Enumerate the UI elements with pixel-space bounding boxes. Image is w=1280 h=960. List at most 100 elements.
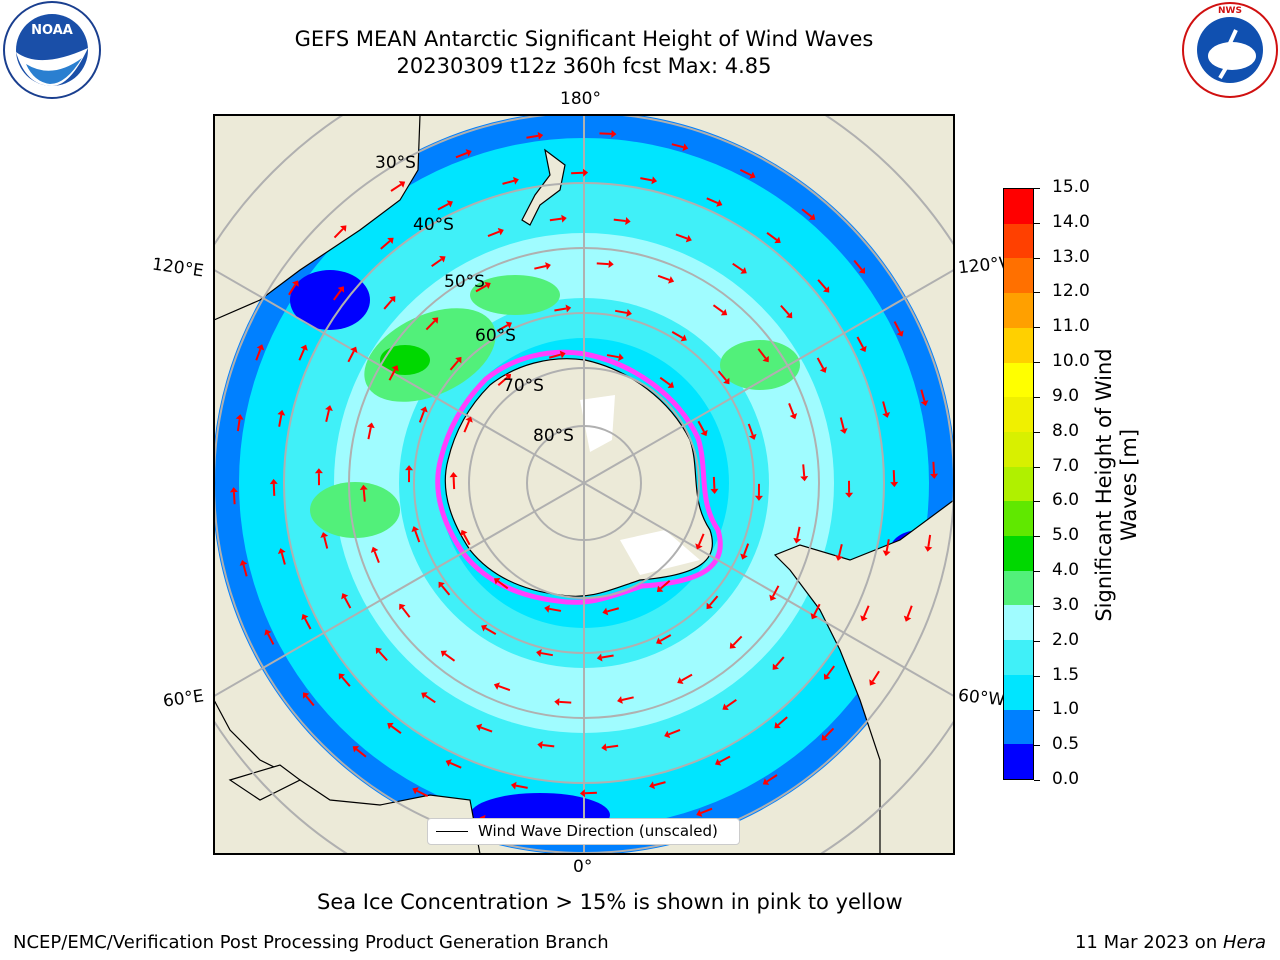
wave-direction-arrow-head [476,723,483,732]
colorbar-segment [1004,640,1033,675]
wave-direction-arrow-head [667,381,675,388]
colorbar-segment [1004,327,1033,363]
wave-direction-arrow-shaft [802,464,806,477]
footer-branch: NCEP/EMC/Verification Post Processing Pr… [13,932,609,953]
wave-direction-arrow-head [421,692,428,699]
wave-direction-arrow-shaft [325,409,330,422]
wave-direction-arrow-head [601,743,607,752]
lat-label-60s: 60°S [475,326,516,346]
wave-direction-arrow-head [375,647,383,655]
wave-direction-arrow-shaft [601,654,614,659]
wave-direction-arrow-head [823,673,831,680]
wave-direction-arrow-shaft [390,183,402,192]
wave-direction-arrow-head [352,746,360,753]
wave-direction-arrow-head [822,286,830,293]
wave-direction-arrow-head [810,613,818,620]
wave-direction-arrow-head [537,741,543,749]
colorbar-tick [1034,362,1040,364]
wave-direction-arrow-shaft [659,634,672,642]
wave-direction-arrow-head [772,663,779,670]
wave-direction-arrow-head [277,548,286,554]
south-america-landmass [773,440,954,854]
wave-direction-arrow-head [493,578,501,585]
wave-direction-arrow-shaft [838,544,843,557]
wave-direction-arrow-shaft [675,233,688,240]
wave-direction-arrow-head [277,409,286,416]
wave-direction-arrow-head [314,468,323,474]
wave-direction-arrow-head [680,334,687,342]
wave-direction-arrow-shaft [697,533,705,546]
wave-direction-arrow-shaft [298,348,306,361]
wave-direction-arrow-shaft [496,324,509,332]
wave-direction-arrow-shaft [697,420,705,433]
colorbar-segment [1004,744,1033,779]
wave-direction-arrow-head [460,529,468,537]
wave-direction-arrow-shaft [671,143,684,149]
wave-direction-arrow-head [446,200,453,208]
colorbar-tick-label: 9.0 [1052,385,1080,406]
colorbar-tick-label: 15.0 [1052,177,1090,197]
wave-direction-arrow-head [677,677,684,685]
wave-direction-arrow-head [366,422,375,429]
colorbar-tick [1034,640,1040,642]
wave-direction-arrow-head [716,199,723,207]
wave-direction-arrow-head [924,546,933,552]
wave-direction-arrow-head [350,346,358,353]
wave-direction-arrow-head [845,492,854,498]
colorbar-tick [1034,257,1040,259]
wave-direction-arrow-head [859,345,867,352]
wave-direction-arrow-head [754,495,763,501]
wave-direction-arrow-head [256,344,265,351]
wave-direction-arrow-shaft [463,420,471,433]
wave-direction-arrow-shaft [813,603,821,616]
wave-direction-arrow-head [710,488,719,494]
ross-ice-shelf [580,395,615,452]
wave-direction-arrow-shaft [596,262,609,266]
colorbar-tick [1034,675,1040,677]
wave-direction-arrow-shaft [526,134,539,139]
wave-direction-arrow-shaft [288,284,297,296]
wave-direction-arrow-head [602,607,609,616]
lon-label-180: 180° [560,89,601,109]
wave-direction-arrow-head [445,759,452,767]
map-subtitle: 20230309 t12z 360h fcst Max: 4.85 [396,54,772,78]
legend-label: Wind Wave Direction (unscaled) [478,822,718,840]
wave-direction-arrow-shaft [431,258,443,267]
wave-direction-arrow-shaft [775,656,785,667]
wave-direction-arrow-head [696,809,703,817]
wave-direction-arrow-head [340,225,347,232]
wave-direction-arrow-shaft [380,240,391,250]
wave-direction-arrow-head [510,781,517,790]
wave-direction-arrow-head [325,405,333,411]
wave-direction-arrow-head [596,653,603,662]
colorbar-segment [1004,466,1033,502]
wave-direction-arrow-head [656,585,664,592]
wave-direction-arrow-head [785,311,793,319]
colorbar-tick-label: 0.5 [1052,734,1080,755]
wave-direction-arrow-shaft [856,336,864,349]
wave-direction-arrow-shaft [739,168,752,177]
colorbar-tick-label: 0.0 [1052,769,1080,789]
colorbar-segment [1004,362,1033,398]
wave-direction-arrow-shaft [839,417,845,430]
colorbar-segment [1004,397,1033,432]
wave-direction-arrow-head [561,214,567,223]
wave-direction-arrow-shaft [267,633,275,645]
wave-direction-arrow-head [398,181,406,188]
wave-direction-arrow-head [920,400,929,407]
wave-direction-arrow-shaft [444,652,456,662]
wave-direction-arrow-head [821,734,828,741]
wave-direction-arrow-head [740,553,748,560]
wave-direction-arrow-head [481,624,488,632]
wave-direction-arrow-head [455,356,462,364]
wave-direction-arrow-shaft [613,218,626,223]
wave-direction-arrow-head [617,696,623,704]
wave-direction-arrow-shaft [681,673,693,682]
colorbar-tick [1034,327,1040,329]
wave-direction-arrow-shaft [706,197,719,205]
wave-direction-arrow-head [625,217,631,225]
wave-direction-arrow-shaft [278,414,283,427]
australia-landmass [214,115,421,321]
wave-direction-arrow-shaft [455,151,468,159]
wave-direction-arrow-head [405,465,414,471]
